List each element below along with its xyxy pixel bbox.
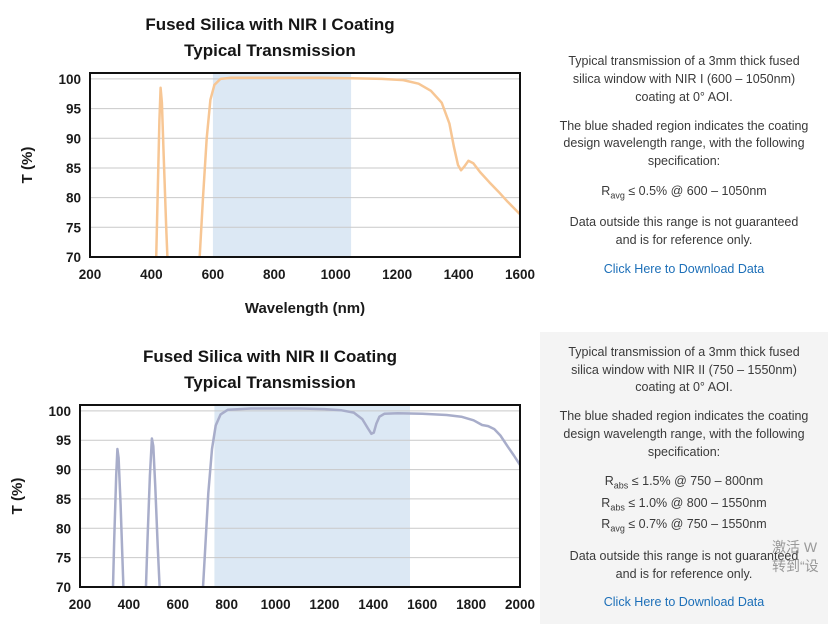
svg-text:75: 75 (66, 220, 82, 235)
svg-text:80: 80 (56, 521, 71, 536)
nir1-section: Fused Silica with NIR I Coating Typical … (0, 0, 828, 332)
svg-text:1000: 1000 (261, 597, 291, 612)
nir2-chart-title-line1: Fused Silica with NIR II Coating (142, 347, 398, 366)
svg-text:80: 80 (66, 190, 81, 205)
svg-text:90: 90 (56, 462, 71, 477)
svg-text:200: 200 (69, 597, 92, 612)
svg-text:75: 75 (56, 550, 72, 565)
spec-line: Rabs ≤ 1.0% @ 800 – 1550nm (601, 495, 767, 513)
spec-line: Ravg ≤ 0.7% @ 750 – 1550nm (601, 517, 767, 534)
nir2-info-panel: Typical transmission of a 3mm thick fuse… (540, 332, 828, 624)
svg-text:800: 800 (263, 267, 286, 282)
svg-text:95: 95 (66, 101, 82, 116)
svg-text:1800: 1800 (456, 597, 486, 612)
spec-line: Ravg ≤ 0.5% @ 600 – 1050nm (601, 183, 767, 201)
svg-text:1000: 1000 (321, 267, 351, 282)
nir1-chart-title-line2: Typical Transmission (184, 41, 356, 61)
svg-text:90: 90 (66, 131, 81, 146)
svg-text:1600: 1600 (505, 267, 535, 282)
nir1-disclaimer: Data outside this range is not guarantee… (569, 215, 799, 248)
svg-text:95: 95 (56, 433, 72, 448)
svg-text:1200: 1200 (382, 267, 412, 282)
svg-text:1600: 1600 (407, 597, 437, 612)
svg-text:1400: 1400 (444, 267, 474, 282)
nir2-spec-list: Rabs ≤ 1.5% @ 750 – 800nm Rabs ≤ 1.0% @ 8… (601, 472, 766, 536)
nir2-disclaimer: Data outside this range is not guarantee… (569, 548, 799, 581)
svg-text:600: 600 (167, 597, 190, 612)
svg-text:85: 85 (66, 161, 82, 176)
nir1-chart-title-line1: Fused Silica with NIR I Coating (145, 15, 395, 34)
svg-text:1400: 1400 (358, 597, 388, 612)
nir1-shaded-region-note: The blue shaded region indicates the coa… (559, 118, 809, 169)
svg-text:T (%): T (%) (9, 477, 26, 514)
spec-line: Rabs ≤ 1.5% @ 750 – 800nm (604, 474, 764, 491)
nir2-section: Fused Silica with NIR II Coating Typical… (0, 332, 828, 624)
svg-text:2000: 2000 (505, 597, 535, 612)
nir2-description: Typical transmission of a 3mm thick fuse… (568, 344, 800, 395)
svg-text:400: 400 (118, 597, 141, 612)
nir2-transmission-chart: 200 400 600 800 1000 1200 1400 1600 1800 2000 70 75… (9, 404, 535, 612)
svg-text:200: 200 (79, 267, 102, 282)
svg-text:85: 85 (56, 492, 72, 507)
svg-text:100: 100 (48, 404, 71, 419)
svg-text:70: 70 (66, 250, 81, 265)
nir1-chart-area: Fused Silica with NIR I Coating Typical … (0, 0, 540, 332)
svg-text:70: 70 (56, 580, 71, 595)
nir1-description: Typical transmission of a 3mm thick fuse… (568, 54, 800, 104)
nir2-download-data-link[interactable]: Click Here to Download Data (603, 595, 765, 610)
svg-text:100: 100 (58, 72, 81, 87)
nir1-transmission-chart: 200 400 600 800 1000 1200 1400 1600 70 75 80 85 90 95… (19, 72, 535, 317)
nir2-chart-title-line2: Typical Transmission (184, 373, 356, 393)
nir2-chart-area: Fused Silica with NIR II Coating Typical… (0, 332, 540, 624)
nir2-shaded-region-note: The blue shaded region indicates the coa… (559, 409, 809, 459)
svg-text:800: 800 (215, 597, 238, 612)
svg-text:Wavelength (nm): Wavelength (nm) (245, 300, 365, 317)
svg-text:600: 600 (202, 267, 225, 282)
nir1-info-panel: Typical transmission of a 3mm thick fuse… (540, 0, 828, 332)
nir1-spec-list: Ravg ≤ 0.5% @ 600 – 1050nm (601, 182, 766, 203)
svg-text:T (%): T (%) (19, 146, 36, 183)
svg-text:400: 400 (140, 267, 163, 282)
svg-text:1200: 1200 (309, 597, 339, 612)
nir1-download-data-link[interactable]: Click Here to Download Data (603, 261, 765, 276)
